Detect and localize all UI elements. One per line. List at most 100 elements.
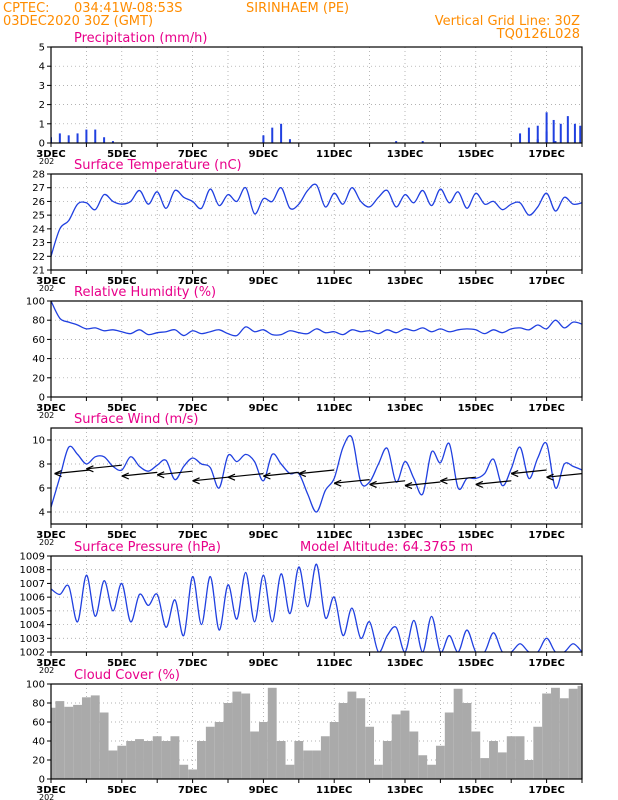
y-tick-label: 1002 [20, 648, 45, 659]
data-bar [303, 750, 313, 779]
data-bar [312, 750, 321, 779]
data-bar [51, 707, 56, 779]
panel-title: Relative Humidity (%) [74, 285, 216, 300]
x-tick-label: 3DEC [36, 149, 65, 160]
x-tick-label: 13DEC [387, 149, 423, 160]
y-tick-label: 27 [32, 183, 45, 194]
data-bar [527, 127, 530, 143]
y-tick-label: 1008 [20, 565, 45, 576]
y-tick-label: 80 [32, 699, 45, 710]
data-bar [427, 764, 436, 779]
data-bar [545, 112, 548, 143]
plot-frame [50, 46, 583, 144]
panel-title: Precipitation (mm/h) [74, 31, 207, 46]
x-tick-label: 7DEC [178, 658, 207, 669]
wind-arrow-shaft [157, 470, 193, 476]
panel-3: 0 20 40 60 80 100 3DEC 5DEC 7DEC 9DEC 11DEC 13DEC 15… [26, 285, 583, 420]
x-tick-label: 11DEC [316, 149, 352, 160]
plot-frame [50, 427, 583, 525]
wind-arrow-head [333, 479, 342, 487]
wind-vectors [54, 464, 582, 490]
x-tick-label: 5DEC [107, 658, 136, 669]
x-tick-label: 5DEC [107, 530, 136, 541]
y-tick-label: 100 [26, 680, 45, 691]
data-bar [161, 741, 171, 779]
wind-arrow-shaft [263, 471, 299, 477]
data-bar [568, 688, 578, 779]
y-tick-label: 6 [39, 484, 45, 495]
wind-arrow-head [546, 473, 554, 481]
data-bar [179, 764, 189, 779]
data-bar [579, 125, 582, 143]
data-bar [471, 731, 481, 779]
x-tick-label: 13DEC [387, 658, 423, 669]
x-tick-label: 17DEC [528, 149, 564, 160]
wind-arrow-head [475, 480, 484, 488]
data-bar [453, 688, 463, 779]
x-tick-label: 15DEC [458, 276, 494, 287]
x-year-stub: 202 [39, 157, 54, 166]
x-tick-label: 5DEC [107, 276, 136, 287]
data-bar [99, 712, 109, 779]
data-bar [214, 722, 224, 779]
plot-frame [50, 173, 583, 271]
data-bar [329, 722, 339, 779]
plot-frame [50, 300, 583, 398]
data-bar [515, 736, 525, 779]
data-bar [320, 736, 330, 779]
wind-arrow-shaft [54, 469, 91, 475]
data-bar [285, 764, 295, 779]
data-bar [276, 741, 286, 779]
data-bar [170, 736, 180, 779]
wind-arrow-shaft [369, 480, 406, 485]
data-bar [519, 133, 522, 143]
x-tick-label: 13DEC [387, 403, 423, 414]
y-tick-label: 80 [32, 316, 45, 327]
y-tick-label: 21 [32, 266, 45, 277]
data-bar [73, 704, 82, 779]
plot-area [51, 563, 582, 652]
panel-title: Cloud Cover (%) [74, 668, 180, 683]
y-tick-label: 1006 [20, 593, 45, 604]
panel-1: 0 1 2 3 4 5 3DEC 5DEC 7DEC 9DEC 11DEC 13DEC 15DEC 17D… [36, 31, 583, 166]
header-grid-note: Vertical Grid Line: 30Z [435, 14, 580, 29]
y-tick-label: 8 [39, 460, 45, 471]
header-station: SIRINHAEM (PE) [246, 1, 349, 16]
x-tick-label: 9DEC [249, 785, 278, 796]
data-bar [55, 701, 65, 779]
data-bar [395, 141, 398, 143]
y-tick-label: 40 [32, 354, 45, 365]
x-tick-label: 7DEC [178, 149, 207, 160]
x-tick-label: 3DEC [36, 658, 65, 669]
panel-2: 21 22 23 24 25 26 27 28 3DEC 5DEC 7DEC 9DEC 11DEC 13D… [32, 158, 583, 293]
data-bar [58, 133, 61, 143]
x-tick-label: 17DEC [528, 658, 564, 669]
data-bar [497, 752, 507, 779]
series-line [51, 563, 582, 652]
x-tick-label: 15DEC [458, 785, 494, 796]
data-bar [241, 693, 251, 779]
y-tick-label: 24 [32, 224, 45, 235]
x-tick-label: 13DEC [387, 785, 423, 796]
x-year-stub: 202 [39, 411, 54, 420]
panel-title: Surface Temperature (nC) [74, 158, 242, 173]
y-tick-label: 20 [32, 756, 45, 767]
wind-arrow-head [227, 473, 236, 481]
plot-area [51, 435, 582, 513]
data-bar [409, 731, 419, 779]
data-bar [258, 722, 268, 779]
y-tick-label: 4 [39, 62, 45, 73]
data-bar [382, 741, 392, 779]
wind-arrow-shaft [121, 471, 158, 477]
panel-4: 4 6 8 10 3DEC 5DEC 7DEC 9DEC 11DEC 13DEC 15DEC 17DE… [32, 412, 583, 547]
x-year-stub: 202 [39, 793, 54, 800]
y-tick-label: 40 [32, 737, 45, 748]
data-bar [197, 741, 206, 779]
data-bar [90, 695, 100, 779]
data-bar [81, 697, 91, 779]
data-bar [374, 764, 383, 779]
header-date: 03DEC2020 30Z (GMT) [3, 14, 153, 29]
data-bar [76, 133, 79, 143]
